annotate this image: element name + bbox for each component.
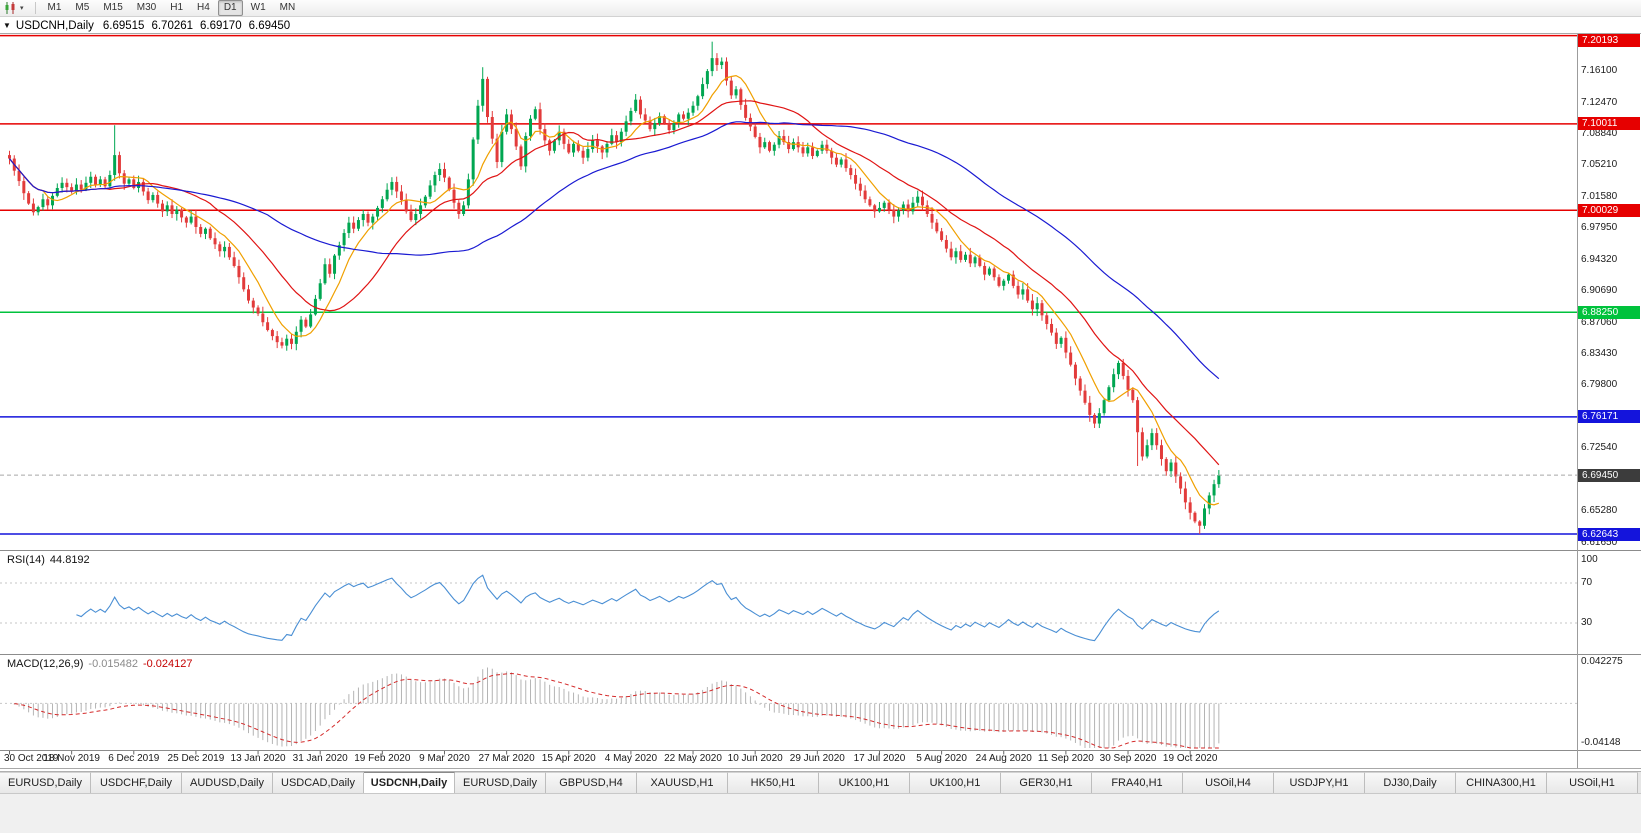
macd-name: MACD(12,26,9) (7, 658, 84, 670)
timeframe-button-W1[interactable]: W1 (250, 2, 266, 13)
toolbar: ▾ M1 M5 M15 M30 H1 H4 D1 W1 MN (0, 0, 1641, 17)
macd-histogram (13, 667, 1220, 748)
chart-tab[interactable]: CHINA300,H1 (1456, 772, 1547, 793)
chart-tab[interactable]: GER30,H1 (1001, 772, 1092, 793)
quote-open: 6.69515 (102, 19, 145, 32)
macd-main-value: -0.015482 (88, 658, 138, 670)
timeframe-button-M1[interactable]: M1 (47, 2, 62, 13)
chart-tab[interactable]: DJ30,Daily (1365, 772, 1456, 793)
ma-8-line (9, 75, 1220, 506)
timeframe-button-MN[interactable]: MN (279, 2, 296, 13)
timeframe-button-D1[interactable]: D1 (217, 0, 243, 16)
symbol-dropdown-icon[interactable]: ▼ (3, 21, 11, 30)
rsi-indicator-label: RSI(14) 44.8192 (7, 554, 95, 566)
timeframe-button-M30[interactable]: M30 (136, 2, 157, 13)
macd-signal-line (14, 673, 1219, 749)
timeframe-buttons: M1 M5 M15 M30 H1 H4 D1 W1 MN (41, 0, 303, 16)
horizontal-level-lines (0, 34, 1577, 535)
ma-55-line (9, 121, 1220, 380)
status-bar (0, 793, 1641, 833)
macd-signal-value: -0.024127 (142, 658, 193, 670)
chart-tab[interactable]: XAUUSD,H1 (637, 772, 728, 793)
chart-tab[interactable]: USDCHF,Daily (91, 772, 182, 793)
chart-tab[interactable]: UK100,H1 (910, 772, 1001, 793)
chart-tabs-bar: EURUSD,Daily USDCHF,Daily AUDUSD,Daily USDC… (0, 771, 1641, 793)
quote-close: 6.69450 (248, 19, 291, 32)
quote-low: 6.69170 (200, 19, 242, 32)
chart-tab[interactable]: GBPUSD,H4 (546, 772, 637, 793)
chart-tab[interactable]: FRA40,H1 (1092, 772, 1183, 793)
chart-tab[interactable]: USDCAD,Daily (273, 772, 364, 793)
chart-tab[interactable]: UK100,H1 (819, 772, 910, 793)
rsi-line (76, 574, 1220, 642)
timeframe-button-H4[interactable]: H4 (197, 2, 210, 13)
rsi-name: RSI(14) (7, 554, 45, 566)
macd-indicator-label: MACD(12,26,9) -0.015482 -0.024127 (7, 658, 198, 670)
timeframe-button-M15[interactable]: M15 (103, 2, 123, 13)
toolbar-separator (34, 2, 36, 14)
candlestick-chart-icon[interactable] (4, 2, 18, 14)
chart-tab[interactable]: USDJPY,H1 (1274, 772, 1365, 793)
chart-type-caret-icon[interactable]: ▾ (20, 5, 24, 12)
chart-tab[interactable]: AUDUSD,Daily (182, 772, 273, 793)
quote-high: 6.70261 (151, 19, 194, 32)
timeframe-button-M5[interactable]: M5 (75, 2, 90, 13)
chart-title-bar: ▼ USDCNH,Daily 6.69515 6.70261 6.69170 6… (0, 18, 1641, 33)
chart-tab[interactable]: EURUSD,Daily (0, 772, 91, 793)
rsi-value: 44.8192 (49, 554, 90, 566)
chart-tab[interactable]: USDCNH,Daily (364, 772, 455, 793)
chart-tab[interactable]: HK50,H1 (728, 772, 819, 793)
chart-tab[interactable]: USOil,H1 (1547, 772, 1638, 793)
candlestick-series (8, 41, 1221, 534)
chart-tab[interactable]: USOil,H4 (1183, 772, 1274, 793)
ma-21-line (9, 100, 1220, 466)
chart-symbol-title: USDCNH,Daily (15, 19, 94, 32)
chart-tab[interactable]: EURUSD,Daily (455, 772, 546, 793)
timeframe-button-H1[interactable]: H1 (170, 2, 184, 13)
